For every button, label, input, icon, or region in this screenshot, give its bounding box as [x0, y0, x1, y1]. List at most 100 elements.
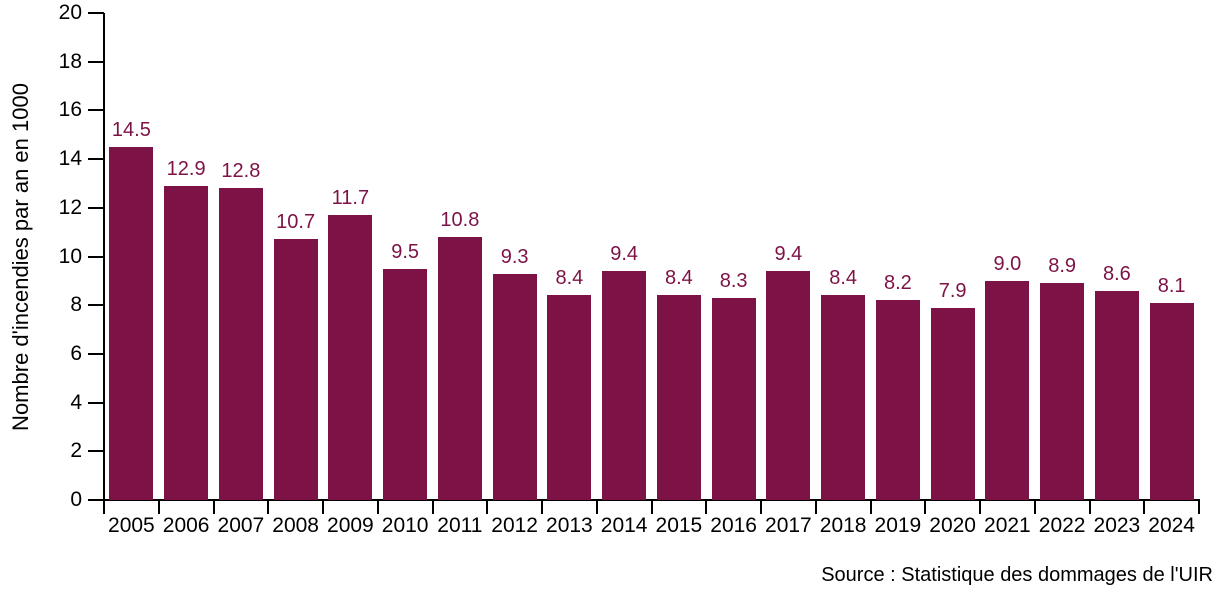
x-tick — [1033, 500, 1036, 514]
bar — [273, 239, 318, 500]
bar — [711, 297, 756, 500]
bar — [821, 295, 866, 500]
bar-value-label: 8.4 — [555, 267, 584, 290]
bar — [985, 280, 1030, 500]
source-note: Source : Statistique des dommages de l'U… — [821, 564, 1213, 586]
y-tick — [88, 109, 104, 112]
y-tick-label: 16 — [58, 98, 82, 122]
y-tick — [88, 304, 104, 307]
x-tick — [650, 500, 653, 514]
y-tick — [88, 401, 104, 404]
x-tick — [979, 500, 981, 514]
x-tick — [157, 500, 160, 514]
x-tick-label: 2020 — [929, 514, 976, 537]
y-tick-label: 2 — [70, 439, 82, 463]
bar — [547, 295, 592, 500]
y-tick-label: 20 — [58, 1, 82, 24]
bar — [602, 271, 647, 500]
x-tick — [541, 500, 543, 514]
y-tick — [88, 60, 104, 63]
x-tick-label: 2007 — [217, 514, 265, 537]
bar-value-label: 8.9 — [1048, 255, 1077, 278]
x-tick-label: 2019 — [874, 514, 922, 537]
y-tick-label: 0 — [70, 488, 82, 511]
y-tick — [88, 352, 104, 355]
y-tick — [88, 255, 104, 258]
y-tick-label: 6 — [70, 341, 82, 365]
y-tick — [88, 206, 104, 209]
x-tick — [869, 500, 872, 514]
bar-value-label: 7.9 — [938, 279, 967, 302]
bar — [218, 188, 263, 500]
x-tick — [1198, 500, 1200, 514]
x-tick-label: 2015 — [655, 514, 703, 537]
x-tick-label: 2006 — [162, 514, 210, 537]
x-tick — [924, 500, 927, 514]
x-tick-label: 2018 — [819, 514, 867, 537]
bar-value-label: 11.7 — [331, 187, 370, 210]
bar-value-label: 14.5 — [111, 118, 151, 141]
x-tick — [103, 500, 105, 514]
x-tick — [431, 500, 434, 514]
x-tick-label: 2012 — [491, 514, 538, 537]
bar — [109, 146, 154, 500]
bar — [656, 295, 701, 500]
bar — [875, 300, 920, 500]
x-tick-label: 2005 — [108, 514, 155, 537]
bar-value-label: 12.9 — [166, 157, 206, 180]
bar — [383, 268, 428, 500]
x-tick-label: 2009 — [327, 514, 374, 537]
y-tick-label: 18 — [58, 49, 82, 73]
bar-value-label: 8.6 — [1102, 262, 1131, 285]
x-tick — [760, 500, 762, 514]
bar — [1149, 302, 1194, 500]
x-tick-label: 2022 — [1038, 514, 1086, 537]
y-tick-label: 8 — [70, 293, 82, 317]
y-tick — [88, 158, 104, 161]
x-tick — [814, 500, 817, 514]
bar-value-label: 10.8 — [440, 209, 480, 232]
x-tick-label: 2021 — [984, 514, 1031, 537]
x-tick — [322, 500, 324, 514]
x-tick-label: 2008 — [272, 514, 319, 537]
bar-value-label: 8.3 — [719, 269, 748, 292]
y-tick — [88, 12, 104, 14]
bar-value-label: 9.3 — [500, 245, 529, 268]
bar-value-label: 9.4 — [774, 243, 803, 266]
bar-value-label: 10.7 — [276, 211, 316, 234]
x-tick-label: 2014 — [600, 514, 648, 537]
x-tick — [376, 500, 379, 514]
bar-value-label: 12.8 — [221, 160, 261, 183]
bar-value-label: 8.1 — [1157, 274, 1186, 297]
bar-value-label: 8.2 — [883, 272, 912, 295]
x-tick — [267, 500, 270, 514]
x-tick-label: 2017 — [765, 514, 812, 537]
x-tick-label: 2010 — [381, 514, 429, 537]
y-tick-label: 10 — [58, 244, 82, 268]
x-tick — [1143, 500, 1146, 514]
x-tick — [705, 500, 708, 514]
bar-value-label: 9.0 — [993, 252, 1022, 275]
bar — [437, 237, 482, 500]
bar-value-label: 8.4 — [664, 267, 693, 290]
bar — [1040, 283, 1085, 500]
y-axis-title: Nombre d'incendies par an en 1000 — [8, 83, 33, 431]
x-tick — [486, 500, 489, 514]
bar — [766, 271, 811, 500]
bar-value-label: 8.4 — [829, 267, 858, 290]
bar — [1094, 290, 1139, 500]
x-tick — [595, 500, 598, 514]
bar-value-label: 9.5 — [391, 240, 420, 263]
x-tick-label: 2016 — [710, 514, 757, 537]
bar — [328, 215, 373, 500]
y-tick-label: 12 — [58, 195, 82, 219]
bar-value-label: 9.4 — [610, 243, 639, 266]
y-tick — [88, 499, 104, 501]
bar — [164, 185, 209, 500]
y-tick-label: 4 — [70, 390, 82, 414]
x-tick-label: 2013 — [546, 514, 593, 537]
bar — [930, 307, 975, 500]
y-tick-label: 14 — [58, 147, 82, 171]
bar — [492, 273, 537, 500]
